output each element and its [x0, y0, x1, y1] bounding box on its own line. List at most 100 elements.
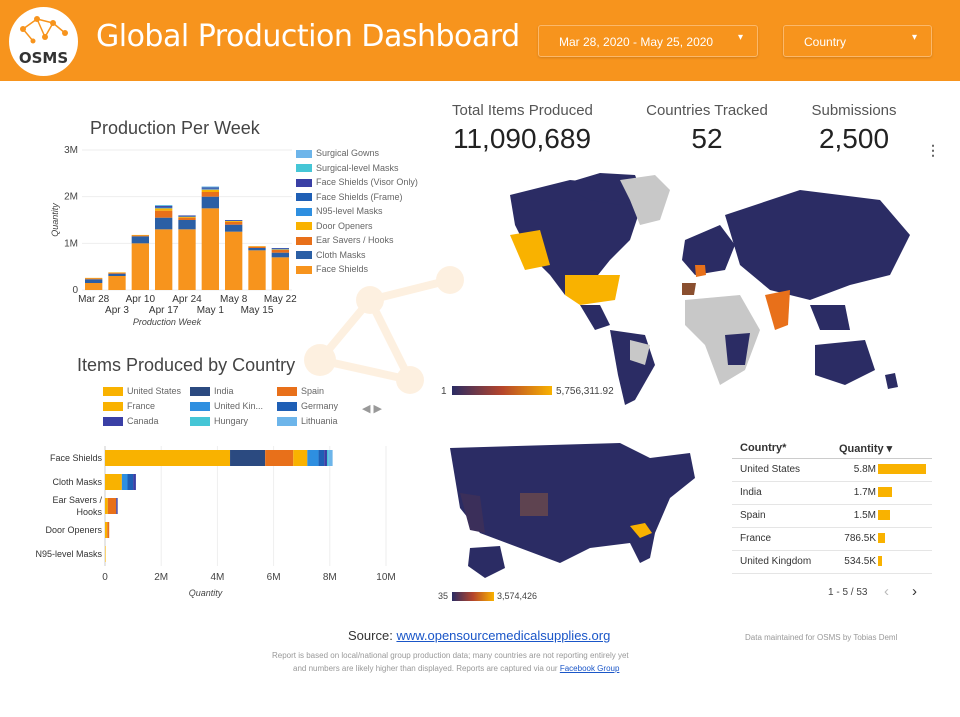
- weekly-bar-segment[interactable]: [155, 229, 173, 290]
- weekly-bar-segment[interactable]: [225, 224, 243, 232]
- country-bar-segment[interactable]: [326, 450, 329, 466]
- world-map[interactable]: [470, 165, 930, 405]
- col-quantity-header[interactable]: Quantity ▾: [839, 443, 893, 455]
- country-bar-segment[interactable]: [307, 450, 319, 466]
- footer-note-line1: Report is based on local/national group …: [272, 651, 629, 660]
- legend-swatch: [103, 417, 123, 427]
- country-legend-item[interactable]: United Kin...: [190, 401, 263, 412]
- weekly-bar-segment[interactable]: [248, 250, 266, 290]
- prev-page-icon[interactable]: ‹: [884, 583, 889, 600]
- weekly-bar-segment[interactable]: [271, 249, 289, 253]
- country-bar-segment[interactable]: [116, 498, 118, 514]
- country-bar-segment[interactable]: [105, 498, 108, 514]
- table-row[interactable]: United States 5.8M: [732, 458, 932, 482]
- weekly-bar-segment[interactable]: [85, 283, 103, 290]
- weekly-legend-item[interactable]: Ear Savers / Hooks: [296, 235, 394, 245]
- weekly-bar-segment[interactable]: [201, 196, 219, 209]
- country-bar-segment[interactable]: [121, 474, 128, 490]
- country-legend-item[interactable]: France: [103, 401, 155, 412]
- weekly-bar-segment[interactable]: [85, 278, 103, 280]
- weekly-legend-item[interactable]: Surgical Gowns: [296, 148, 379, 158]
- country-legend-item[interactable]: Hungary: [190, 416, 249, 427]
- date-range-picker[interactable]: Mar 28, 2020 - May 25, 2020 ▾: [538, 25, 758, 57]
- facebook-group-link[interactable]: Facebook Group: [559, 664, 620, 673]
- weekly-bar-segment[interactable]: [178, 220, 196, 230]
- legend-pager-icon[interactable]: ◀ ▶: [362, 403, 382, 415]
- weekly-bar-segment[interactable]: [155, 206, 173, 207]
- country-legend-item[interactable]: Germany: [277, 401, 338, 412]
- legend-label: Face Shields: [316, 264, 369, 274]
- weekly-legend-item[interactable]: Surgical-level Masks: [296, 163, 399, 173]
- weekly-bar-segment[interactable]: [178, 215, 196, 217]
- weekly-bar-segment[interactable]: [108, 272, 126, 274]
- country-bar-segment[interactable]: [293, 450, 308, 466]
- table-row[interactable]: India 1.7M: [732, 481, 932, 505]
- country-legend-item[interactable]: Lithuania: [277, 416, 338, 427]
- weekly-bar-segment[interactable]: [225, 231, 243, 290]
- weekly-bar-segment[interactable]: [248, 248, 266, 251]
- weekly-legend-item[interactable]: Face Shields (Frame): [296, 192, 403, 202]
- country-bar-segment[interactable]: [328, 450, 333, 466]
- source-link[interactable]: www.opensourcemedicalsupplies.org: [396, 628, 611, 643]
- weekly-bar-segment[interactable]: [108, 273, 126, 276]
- weekly-bar-segment[interactable]: [131, 243, 149, 290]
- weekly-bar-segment[interactable]: [248, 246, 266, 248]
- weekly-legend-item[interactable]: Cloth Masks: [296, 250, 366, 260]
- country-filter-dropdown[interactable]: Country ▾: [783, 25, 932, 57]
- weekly-bar-segment[interactable]: [271, 257, 289, 290]
- table-row[interactable]: France 786.5K: [732, 527, 932, 551]
- weekly-bar-segment[interactable]: [155, 210, 173, 218]
- weekly-bar-segment[interactable]: [225, 221, 243, 225]
- country-bar-segment[interactable]: [107, 522, 110, 538]
- country-bar-segment[interactable]: [230, 450, 266, 466]
- map-spain: [682, 283, 696, 295]
- weekly-bar-segment[interactable]: [201, 187, 219, 189]
- country-bar-segment[interactable]: [133, 474, 136, 490]
- weekly-bar-segment[interactable]: [225, 220, 243, 222]
- weekly-bar-segment[interactable]: [131, 235, 149, 237]
- table-row[interactable]: United Kingdom 534.5K: [732, 550, 932, 574]
- weekly-bar-segment[interactable]: [155, 217, 173, 230]
- country-bar-segment[interactable]: [127, 474, 134, 490]
- col-country-header[interactable]: Country*: [740, 442, 787, 454]
- country-legend-item[interactable]: United States: [103, 386, 181, 397]
- country-bar-segment[interactable]: [105, 546, 106, 562]
- country-bar-segment[interactable]: [324, 450, 327, 466]
- weekly-bar-segment[interactable]: [155, 208, 173, 211]
- more-options-icon[interactable]: ⋮: [926, 142, 940, 158]
- weekly-bar-segment[interactable]: [178, 217, 196, 220]
- table-row[interactable]: Spain 1.5M: [732, 504, 932, 528]
- x-tick-label: May 8: [220, 294, 248, 305]
- legend-label: Hungary: [214, 416, 249, 426]
- weekly-bar-segment[interactable]: [201, 192, 219, 197]
- x-tick-label: Apr 10: [126, 294, 156, 305]
- weekly-bar-segment[interactable]: [155, 206, 173, 208]
- weekly-bar-segment[interactable]: [131, 236, 149, 244]
- country-bar-segment[interactable]: [265, 450, 294, 466]
- weekly-bar-segment[interactable]: [201, 208, 219, 290]
- next-page-icon[interactable]: ›: [912, 583, 917, 600]
- cell-country: United States: [740, 464, 801, 475]
- country-bar-segment[interactable]: [105, 474, 122, 490]
- us-map[interactable]: [440, 438, 710, 588]
- weekly-bar-segment[interactable]: [178, 216, 196, 218]
- weekly-bar-segment[interactable]: [201, 189, 219, 192]
- country-bar-segment[interactable]: [318, 450, 325, 466]
- country-legend-item[interactable]: Canada: [103, 416, 159, 427]
- legend-swatch: [103, 402, 123, 412]
- weekly-bar-segment[interactable]: [85, 279, 103, 283]
- weekly-bar-segment[interactable]: [271, 252, 289, 258]
- country-bar-segment[interactable]: [107, 498, 117, 514]
- country-bar-segment[interactable]: [105, 450, 231, 466]
- country-legend-item[interactable]: Spain: [277, 386, 324, 397]
- weekly-legend-item[interactable]: N95-level Masks: [296, 206, 383, 216]
- weekly-bar-segment[interactable]: [201, 188, 219, 190]
- weekly-bar-segment[interactable]: [108, 276, 126, 290]
- weekly-legend-item[interactable]: Door Openers: [296, 221, 373, 231]
- country-legend-item[interactable]: India: [190, 386, 234, 397]
- weekly-legend-item[interactable]: Face Shields (Visor Only): [296, 177, 418, 187]
- weekly-legend-item[interactable]: Face Shields: [296, 264, 368, 274]
- country-bar-segment[interactable]: [105, 522, 108, 538]
- weekly-bar-segment[interactable]: [178, 229, 196, 290]
